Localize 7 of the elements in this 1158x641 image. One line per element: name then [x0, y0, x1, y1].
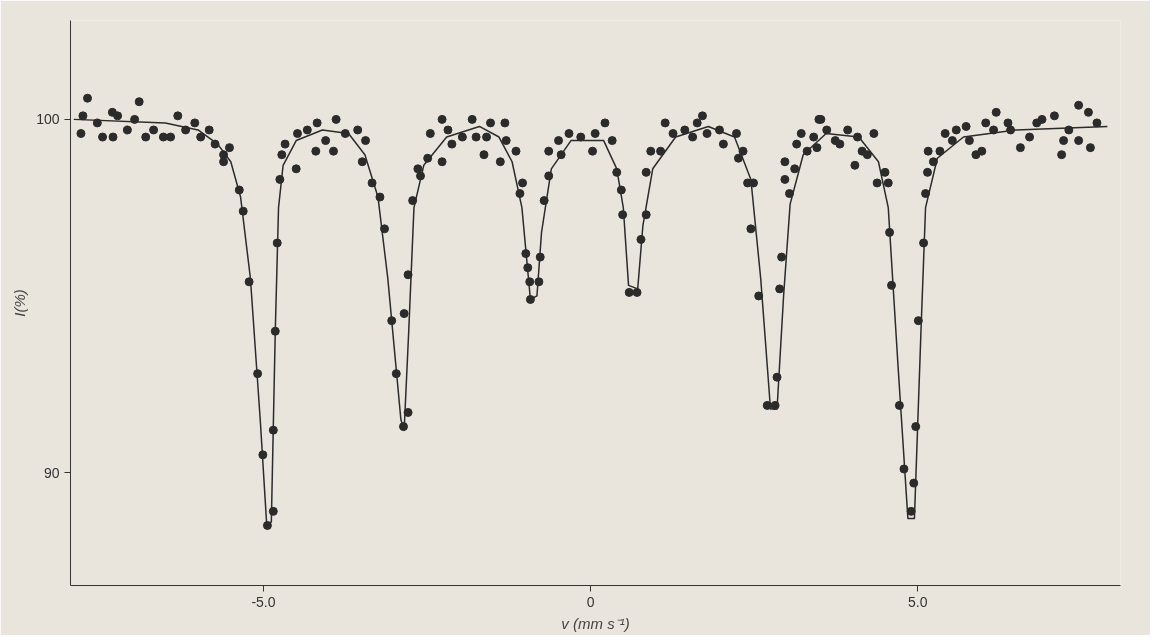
- y-tick-label: 100: [36, 111, 60, 128]
- x-tick-label: -5.0: [251, 593, 276, 610]
- y-tick-label: 90: [43, 464, 60, 481]
- x-tick-label: 5.0: [907, 593, 928, 610]
- y-axis-title: I(%): [11, 289, 29, 317]
- x-axis-title: v (mm s⁻¹): [561, 614, 630, 632]
- x-tick-label: 0: [586, 593, 595, 610]
